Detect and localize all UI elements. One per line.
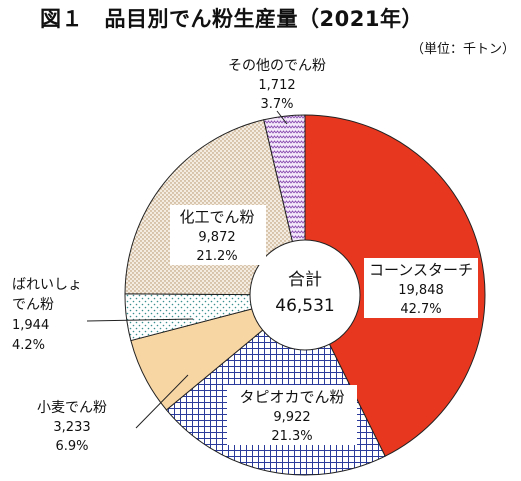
slice-label-name-1: コーンスターチ — [369, 261, 473, 279]
slice-label-box-2 — [227, 385, 357, 445]
slice-label-box-5 — [170, 205, 266, 265]
slice-label-name-3: 小麦でん粉 — [37, 400, 107, 416]
slice-label-name-2: タピオカでん粉 — [239, 388, 344, 406]
slice-label-name-4a: ばれいしょ — [12, 277, 82, 293]
slice-label-value-5: 9,872 — [198, 230, 235, 245]
slice-label-name-6: その他のでん粉 — [228, 58, 326, 74]
slice-label-value-3: 3,233 — [53, 420, 90, 435]
slice-label-box-1 — [364, 258, 478, 318]
slice-label-value-4: 1,944 — [12, 318, 49, 333]
chart-title: 図１ 品目別でん粉生産量（2021年） — [40, 7, 423, 31]
center-label: 合計 — [288, 270, 322, 290]
slice-label-value-6: 1,712 — [258, 78, 295, 93]
slice-label-value-1: 19,848 — [398, 283, 444, 298]
slice-label-name-4b: でん粉 — [12, 297, 54, 313]
slice-label-name-5: 化工でん粉 — [179, 208, 254, 226]
center-value: 46,531 — [275, 296, 334, 316]
slice-label-pct-6: 3.7% — [260, 97, 293, 112]
unit-label: （単位：千トン） — [410, 42, 515, 57]
slice-label-pct-5: 21.2% — [196, 249, 237, 264]
slice-label-pct-1: 42.7% — [400, 302, 441, 317]
leader-line-6 — [276, 110, 288, 125]
slice-label-pct-4: 4.2% — [12, 338, 45, 353]
leader-line-4 — [86, 318, 194, 322]
center-hole — [249, 239, 361, 351]
pie-overlay: 合計 46,531 コーンスターチ 19,848 42.7% タピオカでん粉 9,922 21… — [12, 58, 478, 454]
leader-line-3 — [135, 374, 189, 429]
slice-label-pct-2: 21.3% — [271, 429, 312, 444]
slice-label-pct-3: 6.9% — [55, 439, 88, 454]
slice-label-value-2: 9,922 — [273, 410, 310, 425]
